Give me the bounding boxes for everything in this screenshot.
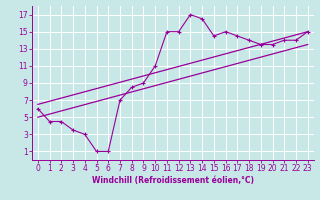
X-axis label: Windchill (Refroidissement éolien,°C): Windchill (Refroidissement éolien,°C) [92,176,254,185]
